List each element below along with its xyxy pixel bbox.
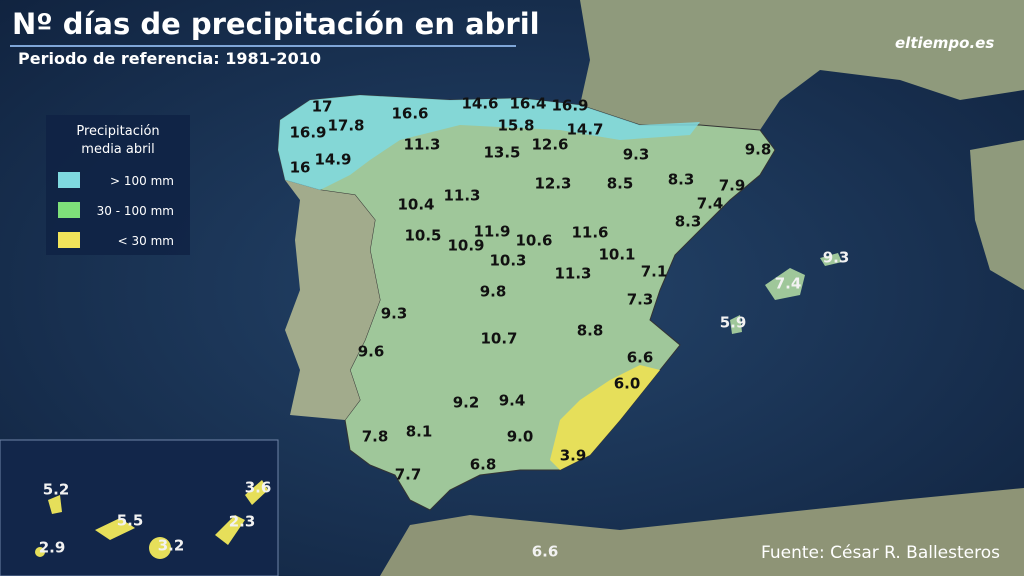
region-value: 9.6: [358, 343, 385, 361]
region-value: 11.3: [443, 187, 480, 205]
region-value: 7.7: [395, 466, 422, 484]
region-value: 8.3: [668, 171, 695, 189]
region-value: 9.3: [823, 249, 850, 267]
region-value: 6.6: [627, 349, 654, 367]
region-value: 9.2: [453, 394, 480, 412]
region-value: 15.8: [497, 117, 534, 135]
portugal: [285, 180, 380, 420]
region-value: 3.2: [158, 537, 185, 555]
region-value: 5.2: [43, 481, 70, 499]
region-value: 2.3: [229, 513, 256, 531]
region-value: 7.4: [697, 195, 724, 213]
france: [580, 0, 1024, 130]
region-value: 6.0: [614, 375, 641, 393]
region-value: 5.5: [117, 512, 144, 530]
region-value: 7.1: [641, 263, 668, 281]
region-value: 8.1: [406, 423, 433, 441]
legend-swatch: [58, 232, 80, 248]
legend-swatch: [58, 172, 80, 188]
legend: Precipitación media abril > 100 mm 30 - …: [46, 115, 190, 255]
region-value: 16.9: [289, 124, 326, 142]
region-value: 16.4: [509, 95, 546, 113]
region-value: 10.4: [397, 196, 434, 214]
region-value: 6.8: [470, 456, 497, 474]
region-value: 10.3: [489, 252, 526, 270]
region-value: 10.6: [515, 232, 552, 250]
wet-north: [278, 95, 700, 190]
region-value: 14.9: [314, 151, 351, 169]
region-value: 10.5: [404, 227, 441, 245]
legend-title: media abril: [81, 142, 154, 157]
africa: [380, 488, 1024, 576]
region-value: 9.3: [381, 305, 408, 323]
region-value: 16: [290, 159, 311, 177]
canary-inset: [0, 439, 279, 576]
region-value: 2.9: [39, 539, 66, 557]
balearic-mallorca: [765, 268, 805, 300]
region-value: 16.6: [391, 105, 428, 123]
region-value: 10.1: [598, 246, 635, 264]
region-value: 7.9: [719, 177, 746, 195]
region-value: 3.9: [560, 447, 587, 465]
region-value: 5.9: [720, 314, 747, 332]
region-value: 11.9: [473, 223, 510, 241]
legend-item: < 30 mm: [118, 234, 174, 248]
region-value: 9.0: [507, 428, 534, 446]
legend-item: 30 - 100 mm: [97, 204, 174, 218]
region-value: 10.9: [447, 237, 484, 255]
region-value: 9.4: [499, 392, 526, 410]
region-value: 8.3: [675, 213, 702, 231]
region-value: 7.4: [775, 275, 802, 293]
region-value: 13.5: [483, 144, 520, 162]
canary-islands: [35, 480, 268, 559]
region-value: 3.6: [245, 479, 272, 497]
balearic-ibiza: [730, 315, 742, 334]
italy: [970, 140, 1024, 290]
source: Fuente: César R. Ballesteros: [761, 543, 1000, 563]
region-value: 7.3: [627, 291, 654, 309]
region-value: 9.8: [480, 283, 507, 301]
balearic-menorca: [820, 253, 842, 266]
legend-title: Precipitación: [76, 124, 159, 139]
region-value: 9.3: [623, 146, 650, 164]
region-value: 12.3: [534, 175, 571, 193]
subtitle: Periodo de referencia: 1981-2010: [18, 49, 321, 68]
region-value: 11.3: [403, 136, 440, 154]
region-value: 11.6: [571, 224, 608, 242]
region-value: 8.5: [607, 175, 634, 193]
region-value: 17: [312, 98, 333, 116]
region-value: 14.7: [566, 121, 603, 139]
title: Nº días de precipitación en abril: [12, 7, 540, 41]
legend-item: > 100 mm: [110, 174, 174, 188]
region-value: 6.6: [532, 543, 559, 561]
region-value: 7.8: [362, 428, 389, 446]
region-value: 14.6: [461, 95, 498, 113]
region-value: 17.8: [327, 117, 364, 135]
region-value: 12.6: [531, 136, 568, 154]
region-value: 16.9: [551, 97, 588, 115]
region-value: 10.7: [480, 330, 517, 348]
region-value: 8.8: [577, 322, 604, 340]
region-value: 11.3: [554, 265, 591, 283]
logo: eltiempo.es: [895, 34, 994, 52]
legend-swatch: [58, 202, 80, 218]
region-value: 9.8: [745, 141, 772, 159]
dry-southeast: [550, 365, 660, 470]
